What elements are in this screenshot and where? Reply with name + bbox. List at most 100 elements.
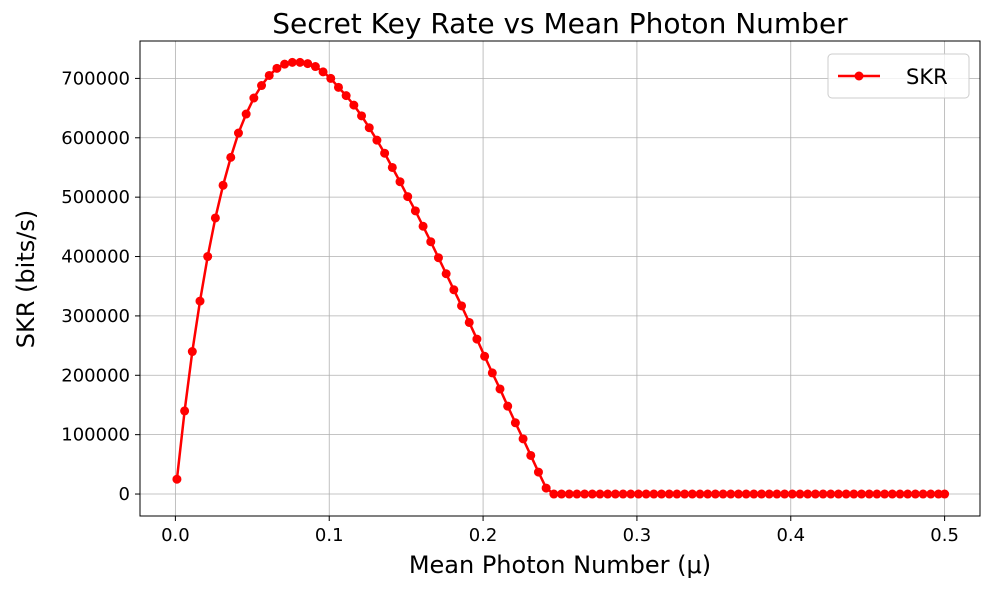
data-point [626, 489, 636, 499]
data-point [403, 192, 413, 202]
data-point [618, 489, 628, 499]
data-point [872, 489, 882, 499]
data-point [926, 489, 936, 499]
y-tick-label: 700000 [61, 68, 130, 89]
data-point [303, 59, 313, 69]
legend-box [827, 53, 970, 99]
data-point [833, 489, 843, 499]
data-point [595, 489, 605, 499]
data-point [587, 489, 597, 499]
data-point [918, 489, 928, 499]
data-point [810, 489, 820, 499]
data-point [249, 93, 259, 103]
data-point [757, 489, 767, 499]
data-point [226, 152, 236, 162]
data-point [933, 489, 943, 499]
y-tick-label: 200000 [61, 365, 130, 386]
data-point [180, 406, 190, 416]
data-point [695, 489, 705, 499]
legend: SKR [827, 53, 970, 99]
data-point [610, 489, 620, 499]
data-point [241, 109, 251, 119]
data-point [795, 489, 805, 499]
data-point [826, 489, 836, 499]
data-point [849, 489, 859, 499]
data-point [318, 67, 328, 77]
y-tick-label: 0 [119, 484, 130, 505]
data-point [657, 489, 667, 499]
y-tick-label: 100000 [61, 425, 130, 446]
data-point [787, 489, 797, 499]
y-tick-label: 500000 [61, 187, 130, 208]
chart-title: Secret Key Rate vs Mean Photon Number [272, 7, 848, 40]
data-point [557, 489, 567, 499]
y-tick-label: 400000 [61, 247, 130, 268]
data-point [641, 489, 651, 499]
data-point [895, 489, 905, 499]
data-point [418, 221, 428, 231]
series-line-skr [175, 61, 945, 496]
data-point [880, 489, 890, 499]
data-point [449, 285, 459, 295]
data-point [564, 489, 574, 499]
x-tick-label: 0.1 [315, 525, 344, 546]
data-point [710, 489, 720, 499]
data-point [526, 450, 536, 460]
x-axis-label: Mean Photon Number (μ) [409, 551, 711, 579]
data-point [357, 111, 367, 121]
data-point [580, 489, 590, 499]
data-point [533, 467, 543, 477]
data-point [264, 70, 274, 80]
data-point [387, 162, 397, 172]
data-point [310, 62, 320, 72]
data-point [680, 489, 690, 499]
data-point [803, 489, 813, 499]
data-point [480, 351, 490, 361]
data-point [426, 237, 436, 247]
data-point [503, 401, 513, 411]
data-point [257, 81, 267, 91]
data-point [726, 489, 736, 499]
data-point [703, 489, 713, 499]
data-point [572, 489, 582, 499]
data-point [687, 489, 697, 499]
y-tick-label: 600000 [61, 128, 130, 149]
y-axis-ticks: 0 100000 200000 300000 400000 500000 600000 700… [61, 68, 140, 505]
data-point [903, 489, 913, 499]
data-point [818, 489, 828, 499]
data-point [295, 57, 305, 67]
data-point [395, 177, 405, 187]
data-point [510, 418, 520, 428]
grid-lines [140, 41, 980, 516]
data-point [272, 63, 282, 73]
data-point [733, 489, 743, 499]
data-point [857, 489, 867, 499]
data-point [672, 489, 682, 499]
data-point [649, 489, 659, 499]
data-point [464, 317, 474, 327]
data-point [187, 347, 197, 357]
x-axis-ticks: 0.0 0.1 0.2 0.3 0.4 0.5 [161, 516, 959, 546]
data-point [549, 489, 559, 499]
data-point [741, 489, 751, 499]
data-point [472, 334, 482, 344]
data-point [749, 489, 759, 499]
series-layer [172, 57, 950, 499]
data-point [172, 474, 182, 484]
data-point [441, 269, 451, 279]
data-point [495, 384, 505, 394]
data-point [218, 180, 228, 190]
data-point [664, 489, 674, 499]
data-point [603, 489, 613, 499]
x-tick-label: 0.5 [930, 525, 959, 546]
data-point [772, 489, 782, 499]
data-point [203, 252, 213, 262]
data-point [541, 483, 551, 493]
data-point [233, 128, 243, 138]
data-point [195, 296, 205, 306]
data-point [410, 206, 420, 216]
data-point [210, 213, 220, 223]
data-point [887, 489, 897, 499]
data-point [940, 489, 950, 499]
